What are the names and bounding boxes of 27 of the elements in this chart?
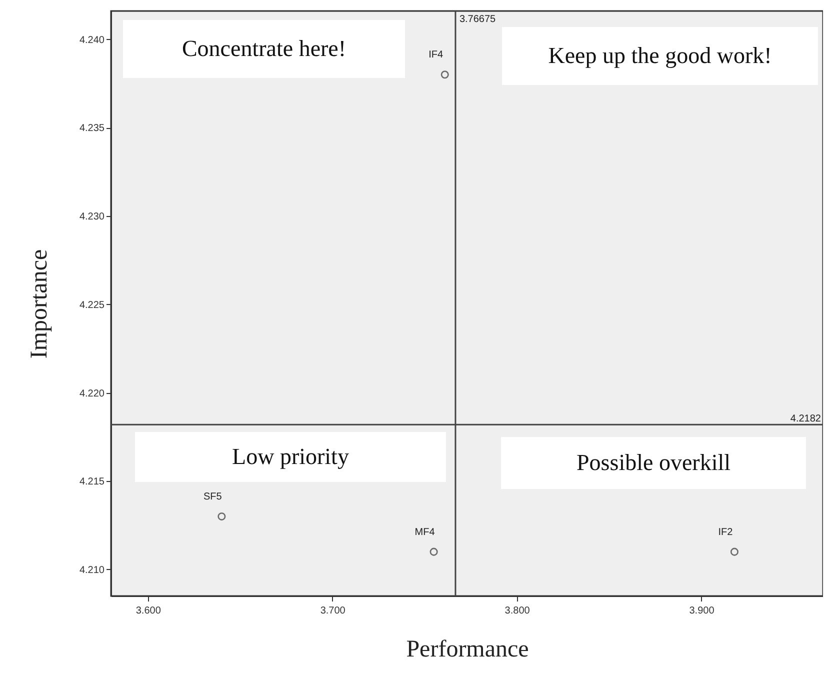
annotation: Low priority bbox=[232, 444, 350, 469]
y-tick-label: 4.225 bbox=[79, 300, 105, 311]
ref-line-label: 3.76675 bbox=[459, 14, 496, 25]
y-tick-label: 4.210 bbox=[79, 564, 105, 576]
point bbox=[218, 512, 226, 520]
point bbox=[440, 70, 449, 79]
y-tick-label: 4.235 bbox=[79, 123, 105, 134]
annotation: Concentrate here! bbox=[182, 36, 346, 61]
x-tick-label: 3.600 bbox=[136, 606, 162, 616]
y-axis-title: Importance bbox=[26, 249, 52, 359]
annotation: Keep up the good work! bbox=[548, 43, 772, 68]
x-tick-label: 3.800 bbox=[504, 606, 530, 616]
ref-line-label: 4.2182 bbox=[790, 414, 822, 425]
annotation: Possible overkill bbox=[576, 450, 730, 475]
y-tick-label: 4.230 bbox=[79, 212, 105, 223]
x-axis-title: Performance bbox=[406, 636, 529, 662]
annotation: SF5 bbox=[204, 491, 222, 502]
annotation: IF2 bbox=[718, 526, 734, 538]
x-tick-label: 3.900 bbox=[689, 606, 715, 616]
annotation: MF4 bbox=[414, 526, 436, 538]
y-tick-label: 4.220 bbox=[79, 388, 105, 400]
x-tick-label: 3.700 bbox=[320, 606, 346, 616]
y-tick-label: 4.240 bbox=[79, 34, 105, 46]
y-tick-label: 4.215 bbox=[79, 476, 105, 488]
point bbox=[430, 548, 438, 556]
annotation: IF4 bbox=[428, 50, 444, 61]
point bbox=[730, 548, 738, 556]
